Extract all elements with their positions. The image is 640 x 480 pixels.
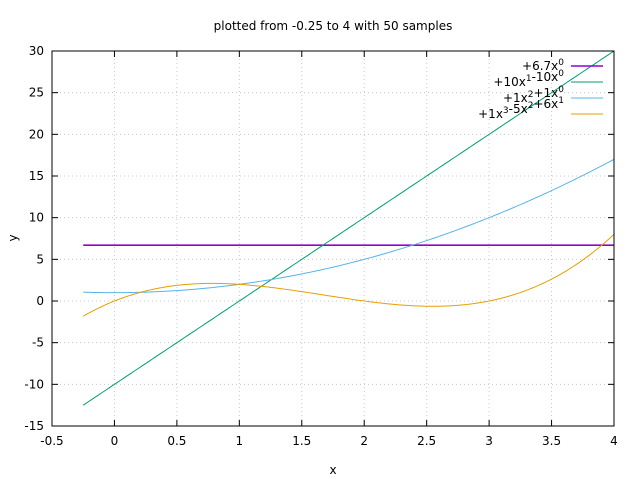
y-tick-label: 10 (29, 211, 44, 225)
series-line-3 (83, 158, 614, 294)
y-tick-label: 15 (29, 169, 44, 183)
legend-label-3: +1x2+1x0 (503, 85, 564, 105)
plot-frame (51, 50, 615, 427)
x-tick-label: 1.5 (292, 434, 311, 448)
x-tick-label: 0.5 (167, 434, 186, 448)
y-tick-label: 25 (29, 86, 44, 100)
series-layer (82, 51, 614, 406)
y-tick-label: -5 (32, 336, 44, 350)
series-line-4 (82, 233, 614, 317)
y-tick-label: 30 (29, 44, 44, 58)
legend-label-2: +10x1-10x0 (493, 69, 564, 89)
y-tick-label: -15 (24, 419, 44, 433)
y-axis-title: y (6, 234, 20, 241)
x-axis-title: x (329, 463, 336, 477)
x-tick-label: 2.5 (417, 434, 436, 448)
y-tick-label: 5 (36, 252, 44, 266)
x-tick-label: -0.5 (40, 434, 63, 448)
x-tick-label: 3.5 (542, 434, 561, 448)
chart-title: plotted from -0.25 to 4 with 50 samples (214, 19, 453, 33)
y-tick-label: -10 (24, 377, 44, 391)
legend-label-4: +1x3-5x2+6x1 (478, 96, 564, 121)
y-tick-label: 20 (29, 127, 44, 141)
grid (52, 51, 614, 426)
legend: +6.7x0+10x1-10x0+1x2+1x0+1x3-5x2+6x1 (478, 58, 603, 121)
x-tick-label: 1 (236, 434, 244, 448)
series-line-2 (82, 51, 614, 406)
x-tick-label: 0 (111, 434, 119, 448)
x-tick-label: 3 (485, 434, 493, 448)
x-tick-label: 2 (360, 434, 368, 448)
ticks: -0.5 0 0.5 1 1.5 2 2.5 3 3.5 4 -15 -10 -5 0 5 10 15 20 25 3… (24, 44, 617, 448)
x-tick-label: 4 (610, 434, 618, 448)
y-tick-label: 0 (36, 294, 44, 308)
legend-label-1: +6.7x0 (522, 58, 564, 73)
